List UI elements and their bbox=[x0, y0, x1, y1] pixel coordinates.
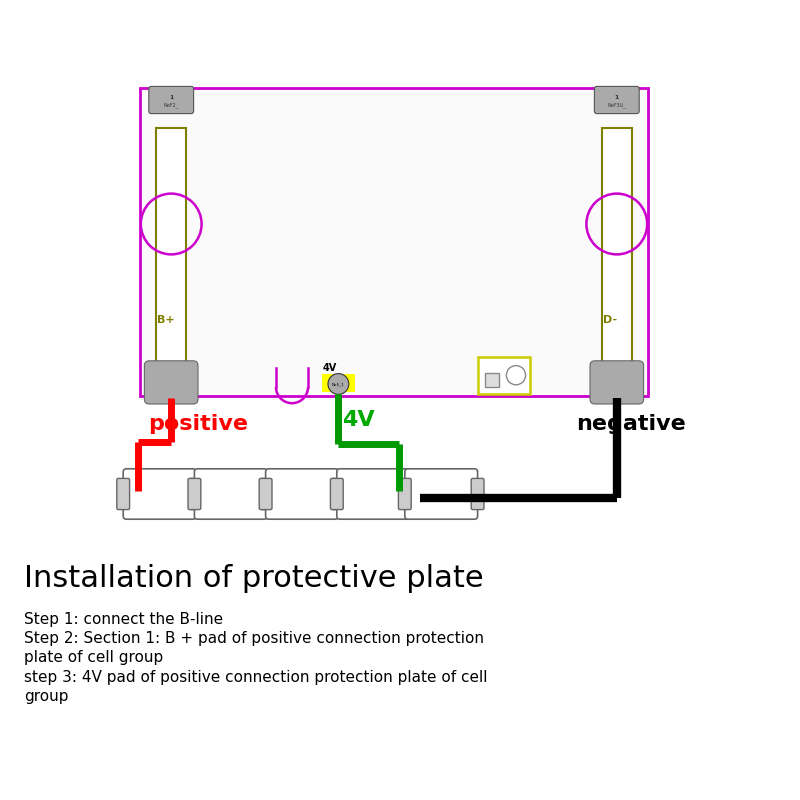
FancyBboxPatch shape bbox=[123, 469, 196, 519]
FancyBboxPatch shape bbox=[194, 469, 267, 519]
Text: 4V: 4V bbox=[342, 410, 375, 430]
Text: 1: 1 bbox=[169, 95, 174, 100]
FancyBboxPatch shape bbox=[330, 478, 343, 510]
FancyBboxPatch shape bbox=[590, 361, 643, 404]
Circle shape bbox=[328, 374, 349, 394]
Bar bbox=[478, 357, 530, 394]
Text: negative: negative bbox=[576, 414, 686, 434]
FancyBboxPatch shape bbox=[117, 478, 130, 510]
Bar bbox=[322, 374, 355, 392]
Bar bbox=[485, 373, 499, 387]
Bar bbox=[156, 128, 186, 388]
Text: Installation of protective plate: Installation of protective plate bbox=[24, 564, 484, 593]
Text: NeF2_: NeF2_ bbox=[164, 102, 178, 109]
FancyBboxPatch shape bbox=[145, 361, 198, 404]
Text: Ne5_1: Ne5_1 bbox=[332, 382, 345, 386]
FancyBboxPatch shape bbox=[266, 469, 338, 519]
FancyBboxPatch shape bbox=[594, 86, 639, 114]
Text: NeF3U_: NeF3U_ bbox=[607, 102, 626, 109]
Text: positive: positive bbox=[148, 414, 248, 434]
Text: 4V: 4V bbox=[322, 362, 337, 373]
Circle shape bbox=[506, 366, 526, 385]
Bar bbox=[602, 128, 632, 388]
Bar bbox=[140, 88, 648, 396]
FancyBboxPatch shape bbox=[332, 478, 345, 510]
Text: Step 1: connect the B-line
Step 2: Section 1: B + pad of positive connection pro: Step 1: connect the B-line Step 2: Secti… bbox=[24, 612, 487, 704]
FancyBboxPatch shape bbox=[398, 478, 411, 510]
FancyBboxPatch shape bbox=[471, 478, 484, 510]
FancyBboxPatch shape bbox=[188, 478, 201, 510]
FancyBboxPatch shape bbox=[190, 478, 202, 510]
Text: D-: D- bbox=[603, 315, 618, 326]
FancyBboxPatch shape bbox=[149, 86, 194, 114]
FancyBboxPatch shape bbox=[261, 478, 274, 510]
Text: 1: 1 bbox=[614, 95, 619, 100]
FancyBboxPatch shape bbox=[403, 478, 416, 510]
FancyBboxPatch shape bbox=[337, 469, 410, 519]
FancyBboxPatch shape bbox=[405, 469, 478, 519]
Text: B+: B+ bbox=[157, 315, 174, 326]
FancyBboxPatch shape bbox=[259, 478, 272, 510]
